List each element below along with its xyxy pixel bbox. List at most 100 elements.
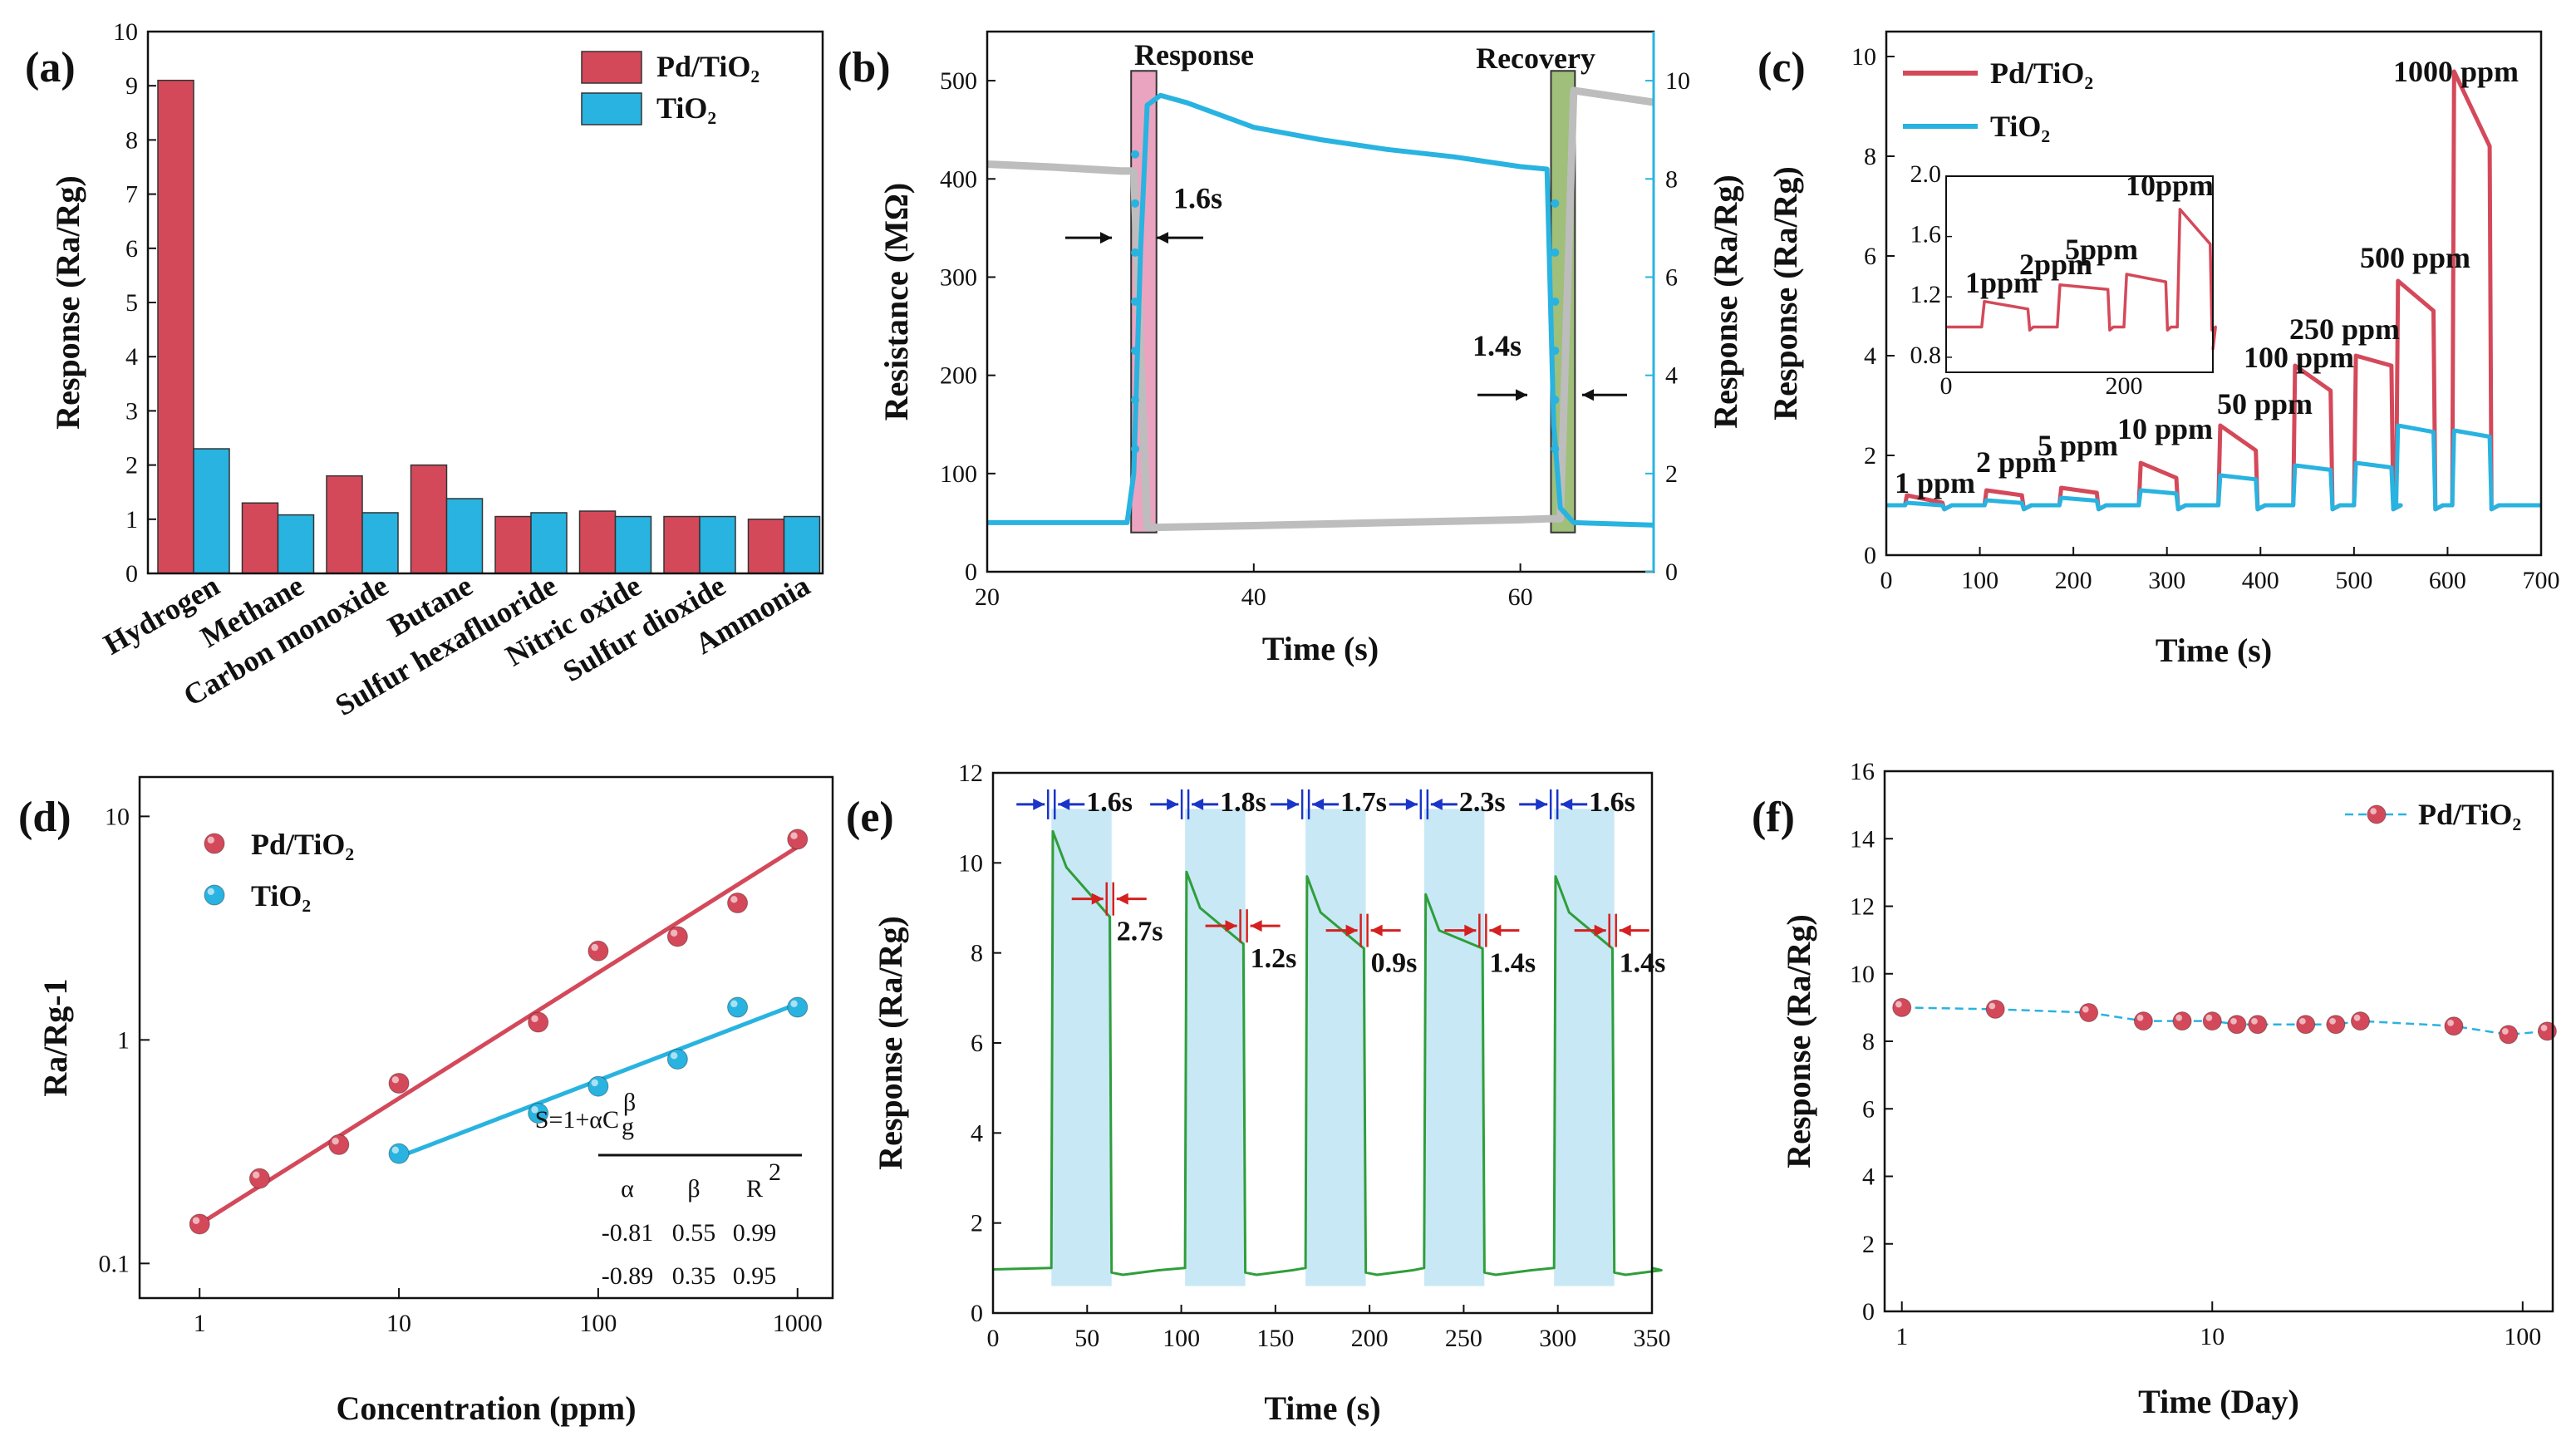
stability-point-1-highlight (1989, 1002, 1996, 1010)
response-time-b: 1.6s (1173, 182, 1222, 215)
legend-marker-d-1-highlight (207, 888, 214, 896)
legend-marker-f (2367, 804, 2387, 824)
conc-label-c-8: 1000 ppm (2393, 55, 2519, 88)
y-axis-label-d: Ra/Rg-1 (37, 978, 74, 1096)
bar-pdtio2-5 (578, 510, 617, 574)
response-rise-point-0 (1131, 445, 1140, 454)
stability-point-6-highlight (2230, 1017, 2237, 1025)
tio2-point-0 (388, 1143, 410, 1164)
recovery-annotation: Recovery (1476, 42, 1595, 75)
ytick-label-a-9: 9 (125, 72, 138, 100)
pdtio2-point-6-highlight (670, 929, 678, 937)
stability-point-7-highlight (2251, 1017, 2258, 1025)
ytick-label-f-6: 12 (1850, 893, 1875, 921)
response-arrow-left-head (1100, 232, 1112, 244)
legend-label-d-0: Pd/TiO₂ (251, 828, 354, 861)
ytick-label-b-1: 100 (940, 460, 977, 488)
table-cell-1-0: -0.89 (602, 1262, 654, 1290)
ytick-label-f-0: 0 (1862, 1298, 1875, 1326)
ytick-label-d-2: 10 (105, 803, 130, 830)
recovery-fall-point-0 (1551, 445, 1560, 454)
response-rise-point-5 (1131, 199, 1140, 208)
ytick-label-a-8: 8 (125, 126, 138, 154)
resp-arrow-right-4-head (1561, 798, 1573, 810)
tio2-point-3-highlight (670, 1052, 678, 1060)
recovery-time-b: 1.4s (1472, 329, 1522, 362)
ytick-label-a-0: 0 (125, 560, 138, 588)
legend-label-c-0: Pd/TiO₂ (1990, 57, 2093, 90)
x-axis-label-b: Time (s) (1262, 630, 1379, 667)
pdtio2-point-7-highlight (730, 896, 738, 903)
ytick-label-e-3: 6 (971, 1030, 983, 1057)
recovery-fall-point-3 (1551, 298, 1560, 306)
resp-arrow-left-0-head (1033, 798, 1045, 810)
resp-arrow-left-1-head (1167, 798, 1179, 810)
bar-tio2-3 (445, 498, 484, 574)
y2-axis-label-b: Response (Ra/Rg) (1707, 175, 1744, 429)
stability-point-6 (2227, 1015, 2247, 1035)
xtick-label-c-0: 0 (1880, 567, 1893, 594)
xtick-label-c-1: 100 (1961, 567, 1998, 594)
conc-label-c-4: 50 ppm (2217, 387, 2313, 421)
conc-label-c-3: 10 ppm (2117, 412, 2213, 445)
table-cell-1-2: 0.95 (733, 1262, 777, 1290)
xtick-label-e-4: 200 (1351, 1325, 1389, 1352)
rec-arrow-left-2-head (1345, 924, 1358, 937)
xtick-label-e-1: 50 (1074, 1325, 1099, 1352)
stability-point-12 (2499, 1025, 2519, 1045)
response-annotation: Response (1134, 38, 1254, 71)
xtick-label-e-6: 300 (1539, 1325, 1576, 1352)
inset-conc-label-0: 1ppm (1965, 266, 2038, 299)
xtick-label-c-3: 300 (2148, 567, 2185, 594)
ytick-label-f-4: 8 (1862, 1028, 1875, 1055)
xtick-label-c-5: 500 (2335, 567, 2372, 594)
response-arrow-right-head (1157, 232, 1168, 244)
tio2-point-3 (666, 1049, 688, 1070)
xtick-label-d-2: 100 (579, 1310, 617, 1337)
xtick-label-c-2: 200 (2055, 567, 2092, 594)
stability-point-2 (2079, 1002, 2099, 1022)
tio2-point-4 (727, 996, 749, 1018)
ytick-label-e-2: 4 (971, 1119, 983, 1147)
pdtio2-trace (1886, 69, 2541, 512)
xtick-label-e-2: 100 (1163, 1325, 1200, 1352)
xtick-label-e-3: 150 (1256, 1325, 1294, 1352)
rec-arrow-right-4-head (1619, 924, 1631, 937)
equation-superscript: β (623, 1089, 636, 1116)
recovery-fall-point-5 (1551, 199, 1560, 208)
bar-tio2-5 (614, 515, 652, 574)
table-cell-1-1: 0.35 (672, 1262, 716, 1290)
equation-text: S=1+αC (535, 1106, 619, 1134)
xtick-label-d-0: 1 (194, 1310, 206, 1337)
stability-point-13-highlight (2540, 1025, 2548, 1031)
legend-swatch-a-1 (581, 92, 642, 125)
resistance-line (986, 86, 1654, 532)
xtick-label-b-0: 20 (975, 583, 1000, 611)
stability-point-3 (2133, 1011, 2153, 1031)
tio2-point-2 (587, 1075, 609, 1097)
ytick-label-f-8: 16 (1850, 758, 1875, 785)
category-label-0: Hydrogen (98, 568, 225, 661)
panel-label-f: (f) (1752, 794, 1795, 841)
ytick-label-e-1: 2 (971, 1210, 983, 1237)
bar-tio2-4 (530, 512, 568, 574)
ytick-label-c-2: 4 (1864, 342, 1876, 370)
recovery-time-e-0: 2.7s (1117, 917, 1163, 947)
pdtio2-point-3-highlight (391, 1076, 400, 1084)
tio2-point-1-highlight (531, 1106, 538, 1114)
resp-arrow-left-3-head (1405, 798, 1418, 810)
response-trace-e (992, 829, 1663, 1276)
ytick-label-a-3: 3 (125, 397, 138, 425)
response-time-e-0: 1.6s (1086, 787, 1133, 818)
stability-line (1901, 1006, 2548, 1036)
pdtio2-point-0 (189, 1213, 210, 1235)
stability-point-10 (2350, 1011, 2370, 1031)
fit-line-0 (198, 845, 799, 1227)
panel-label-b: (b) (838, 44, 891, 91)
stability-point-2-highlight (2082, 1006, 2089, 1013)
panel-a-frame (146, 30, 824, 575)
resp-arrow-right-0-head (1058, 798, 1070, 810)
pdtio2-point-5-highlight (591, 943, 598, 952)
y2tick-label-b-0: 0 (1665, 558, 1678, 586)
pdtio2-point-2 (328, 1134, 350, 1155)
